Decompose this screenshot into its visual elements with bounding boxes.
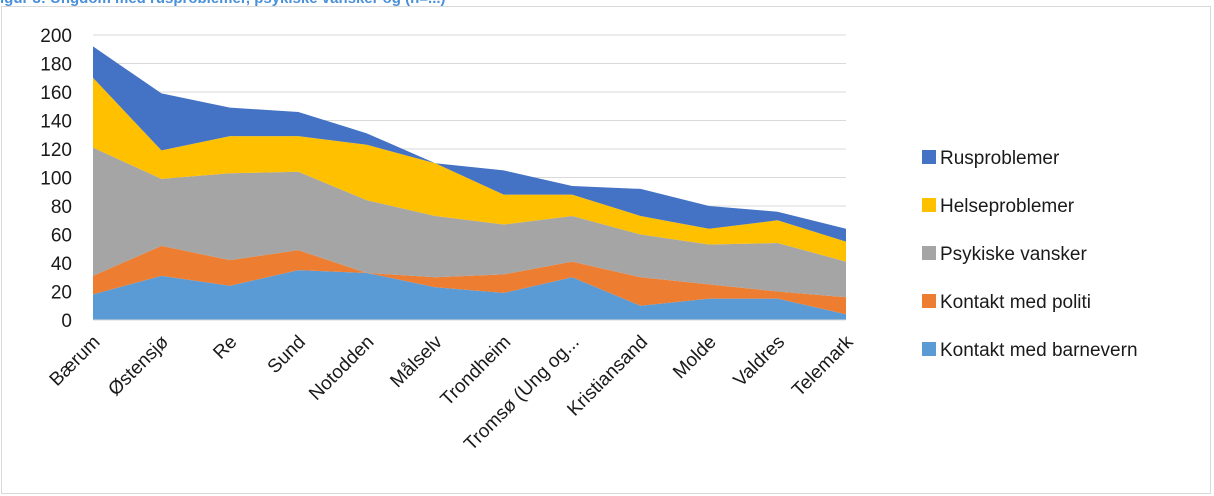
chart-frame [1, 6, 1211, 494]
x-tick-label: Valdres [730, 332, 789, 391]
area-psykiske-vansker [93, 147, 846, 298]
y-tick-label: 200 [40, 26, 72, 47]
y-tick-label: 100 [40, 169, 72, 190]
legend-label-kontakt-med-barnevern: Kontakt med barnevern [940, 340, 1138, 361]
legend: Rusproblemer Helseproblemer Psykiske vansk… [922, 148, 1138, 361]
y-tick-label: 80 [51, 197, 72, 218]
legend-swatch-rusproblemer [922, 150, 936, 164]
y-tick-label: 40 [51, 254, 72, 275]
area-kontakt-med-barnevern [93, 270, 846, 320]
legend-swatch-kontakt-med-politi [922, 294, 936, 308]
y-tick-label: 120 [40, 140, 72, 161]
figure-caption: igur 3: Ungdom med rusproblemer, psykisk… [0, 0, 1214, 8]
y-axis-ticks: 0 20 40 60 80 100 120 140 160 180 200 [40, 26, 72, 332]
legend-label-kontakt-med-politi: Kontakt med politi [940, 292, 1091, 313]
legend-label-helseproblemer: Helseproblemer [940, 196, 1075, 217]
area-helseproblemer [93, 77, 846, 262]
y-tick-label: 160 [40, 83, 72, 104]
y-tick-label: 60 [51, 226, 72, 247]
x-tick-label: Østensjø [104, 331, 173, 400]
x-tick-label: Molde [669, 332, 720, 383]
legend-swatch-helseproblemer [922, 198, 936, 212]
x-tick-label: Telemark [788, 331, 858, 401]
x-tick-label: Notodden [305, 332, 378, 405]
x-tick-label: Målselv [386, 331, 447, 392]
legend-label-rusproblemer: Rusproblemer [940, 148, 1060, 169]
y-tick-label: 180 [40, 55, 72, 76]
x-tick-label: Re [209, 332, 241, 364]
x-tick-label: Tromsø (Ung og... [460, 332, 583, 455]
legend-swatch-psykiske-vansker [922, 246, 936, 260]
y-tick-label: 20 [51, 283, 72, 304]
legend-swatch-kontakt-med-barnevern [922, 342, 936, 356]
area-series [93, 46, 846, 321]
x-tick-label: Bærum [46, 332, 105, 391]
y-tick-label: 0 [61, 311, 72, 332]
area-kontakt-med-politi [93, 245, 846, 315]
y-tick-label: 140 [40, 112, 72, 133]
x-tick-label: Sund [264, 332, 310, 378]
legend-label-psykiske-vansker: Psykiske vansker [940, 244, 1087, 265]
